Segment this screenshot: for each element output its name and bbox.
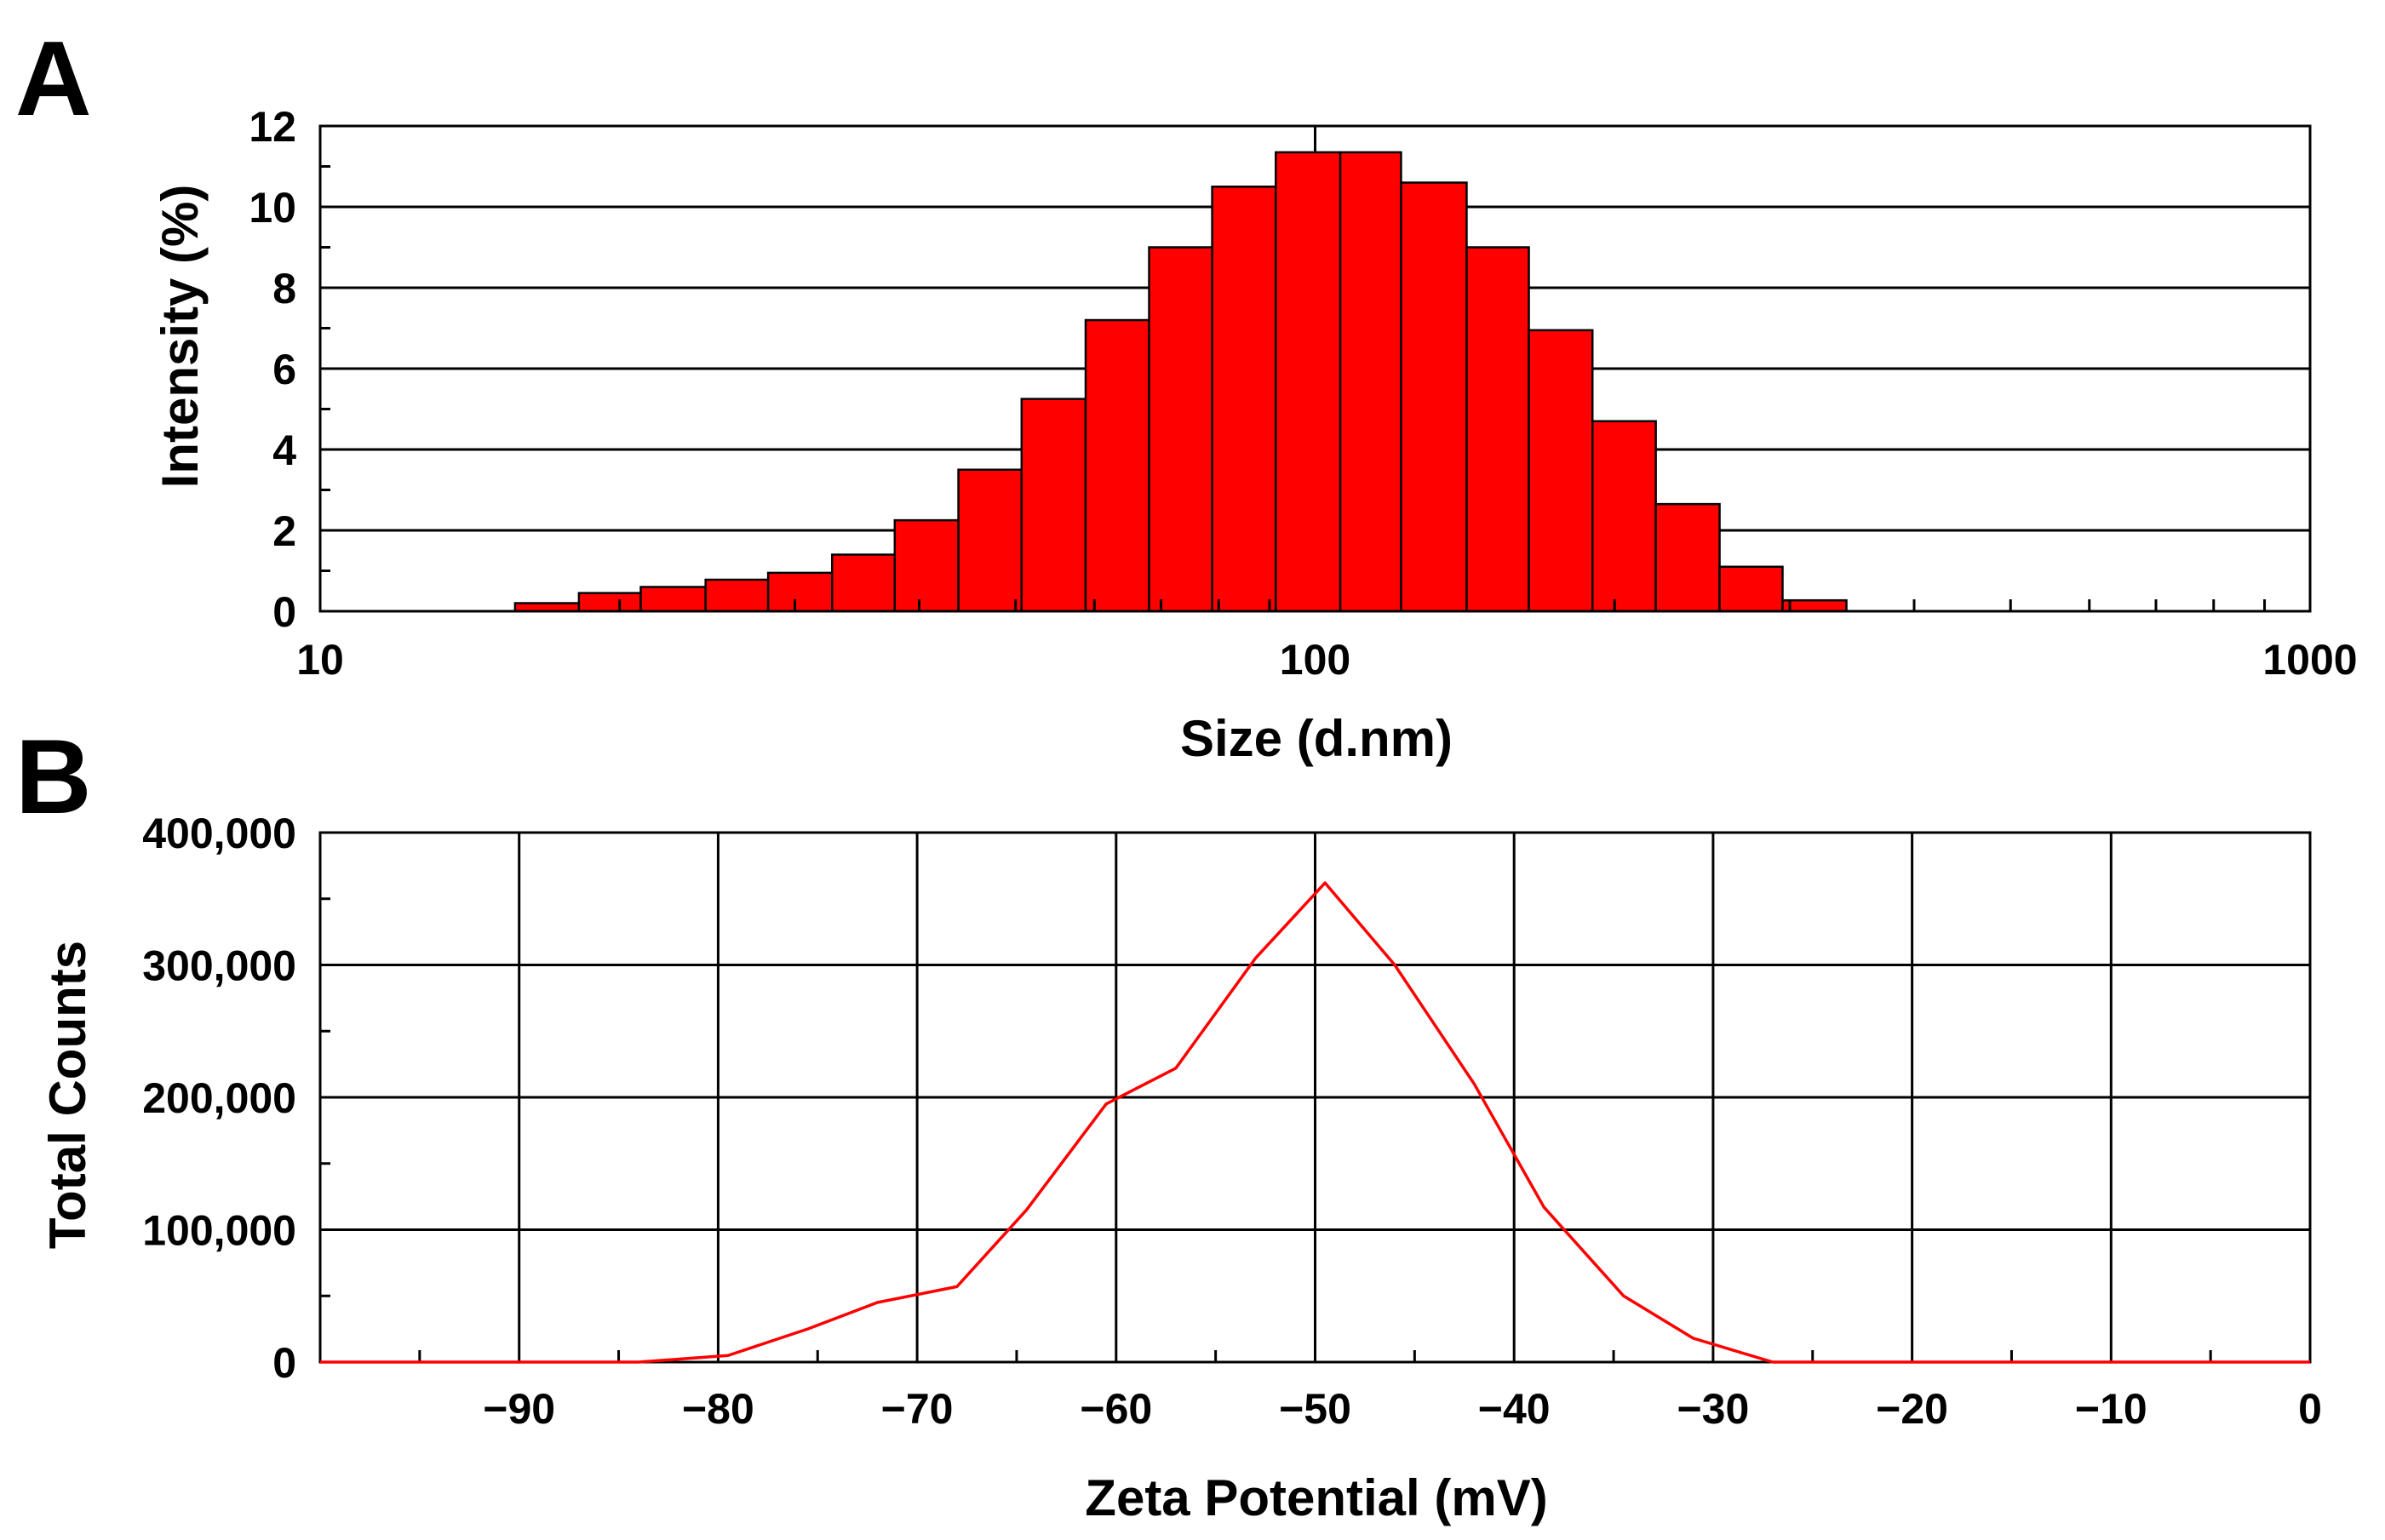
histogram-bar	[766, 571, 834, 613]
histogram-bar	[893, 518, 960, 613]
chart-b-x-tick-label: −10	[2075, 1385, 2147, 1433]
chart-b-y-tick-labels: 0 100,000 200,000 300,000 400,000	[142, 810, 296, 1387]
chart-b-grid	[320, 833, 2310, 1362]
histogram-bar	[1591, 420, 1657, 613]
histogram-bar	[1211, 186, 1277, 613]
histogram-bar	[1465, 246, 1530, 613]
chart-a-y-tick-label: 6	[272, 346, 296, 393]
chart-a-y-tick-label: 8	[272, 265, 296, 312]
chart-a-x-tick-label: 10	[296, 636, 344, 684]
histogram-bar	[1275, 151, 1342, 613]
chart-b-x-tick-label: −90	[483, 1385, 555, 1433]
chart-b-x-tick-label: 0	[2298, 1385, 2322, 1433]
zeta-potential-series-line	[320, 881, 2310, 1364]
panel-b-label: B	[15, 718, 92, 836]
histogram-bar	[1084, 318, 1150, 613]
chart-b-ticks	[320, 897, 2212, 1362]
chart-b-x-tick-label: −40	[1478, 1385, 1551, 1433]
chart-a-y-tick-label: 4	[272, 427, 296, 474]
chart-b-line	[320, 881, 2310, 1364]
chart-b-x-tick-label: −50	[1279, 1385, 1351, 1433]
chart-b-x-tick-label: −20	[1876, 1385, 1948, 1433]
panel-a-label: A	[15, 20, 92, 138]
chart-b-x-tick-label: −80	[682, 1385, 754, 1433]
chart-b-y-axis-title: Total Counts	[39, 941, 96, 1249]
histogram-bar	[1528, 329, 1594, 613]
chart-b-y-tick-label: 400,000	[142, 810, 296, 857]
chart-a-y-tick-labels: 0 2 4 6 8 10 12	[249, 103, 296, 636]
histogram-bar	[1781, 598, 1848, 613]
chart-a-y-tick-label: 2	[272, 507, 296, 555]
chart-b-x-tick-label: −70	[881, 1385, 954, 1433]
chart-a-y-axis-title: Intensity (%)	[152, 185, 209, 489]
chart-b-y-tick-label: 100,000	[142, 1207, 296, 1255]
histogram-bar	[1148, 246, 1213, 613]
chart-a-plot-frame	[318, 124, 2312, 613]
chart-a-frame	[318, 124, 2312, 613]
chart-a-bars	[513, 151, 1848, 613]
histogram-bar	[639, 586, 707, 613]
chart-b-y-tick-label: 0	[272, 1339, 296, 1387]
histogram-bar	[1400, 181, 1468, 613]
chart-b-plot-frame	[318, 831, 2312, 1364]
chart-b-x-tick-label: −30	[1677, 1385, 1749, 1433]
histogram-bar	[577, 592, 642, 613]
chart-a-y-tick-label: 10	[249, 184, 296, 232]
chart-b-y-tick-label: 200,000	[142, 1074, 296, 1122]
chart-a-ticks	[320, 165, 2267, 611]
histogram-bar	[1718, 565, 1784, 613]
chart-a-x-axis-title: Size (d.nm)	[1180, 710, 1453, 767]
chart-b-x-tick-labels: −90 −80 −70 −60 −50 −40 −30 −20 −10 0	[483, 1385, 2322, 1433]
chart-b-x-tick-label: −60	[1080, 1385, 1152, 1433]
histogram-bar	[957, 468, 1023, 613]
histogram-bar	[1654, 502, 1721, 613]
chart-a-x-tick-label: 1000	[2262, 636, 2357, 684]
chart-b-frame	[318, 831, 2312, 1364]
histogram-bar	[1339, 151, 1402, 613]
chart-b-y-tick-label: 300,000	[142, 942, 296, 990]
chart-a-y-tick-label: 12	[249, 103, 296, 151]
histogram-bar	[830, 553, 897, 613]
chart-a-y-tick-label: 0	[272, 588, 296, 636]
chart-b-x-axis-title: Zeta Potential (mV)	[1085, 1469, 1547, 1526]
size-distribution-chart: 0 2 4 6 8 10 12 10 100 1000 Intensity (%) Size (…	[152, 103, 2358, 767]
histogram-bar	[704, 578, 770, 613]
chart-a-x-tick-labels: 10 100 1000	[296, 636, 2357, 684]
histogram-bar	[1020, 398, 1087, 613]
chart-a-x-tick-label: 100	[1280, 636, 1350, 684]
